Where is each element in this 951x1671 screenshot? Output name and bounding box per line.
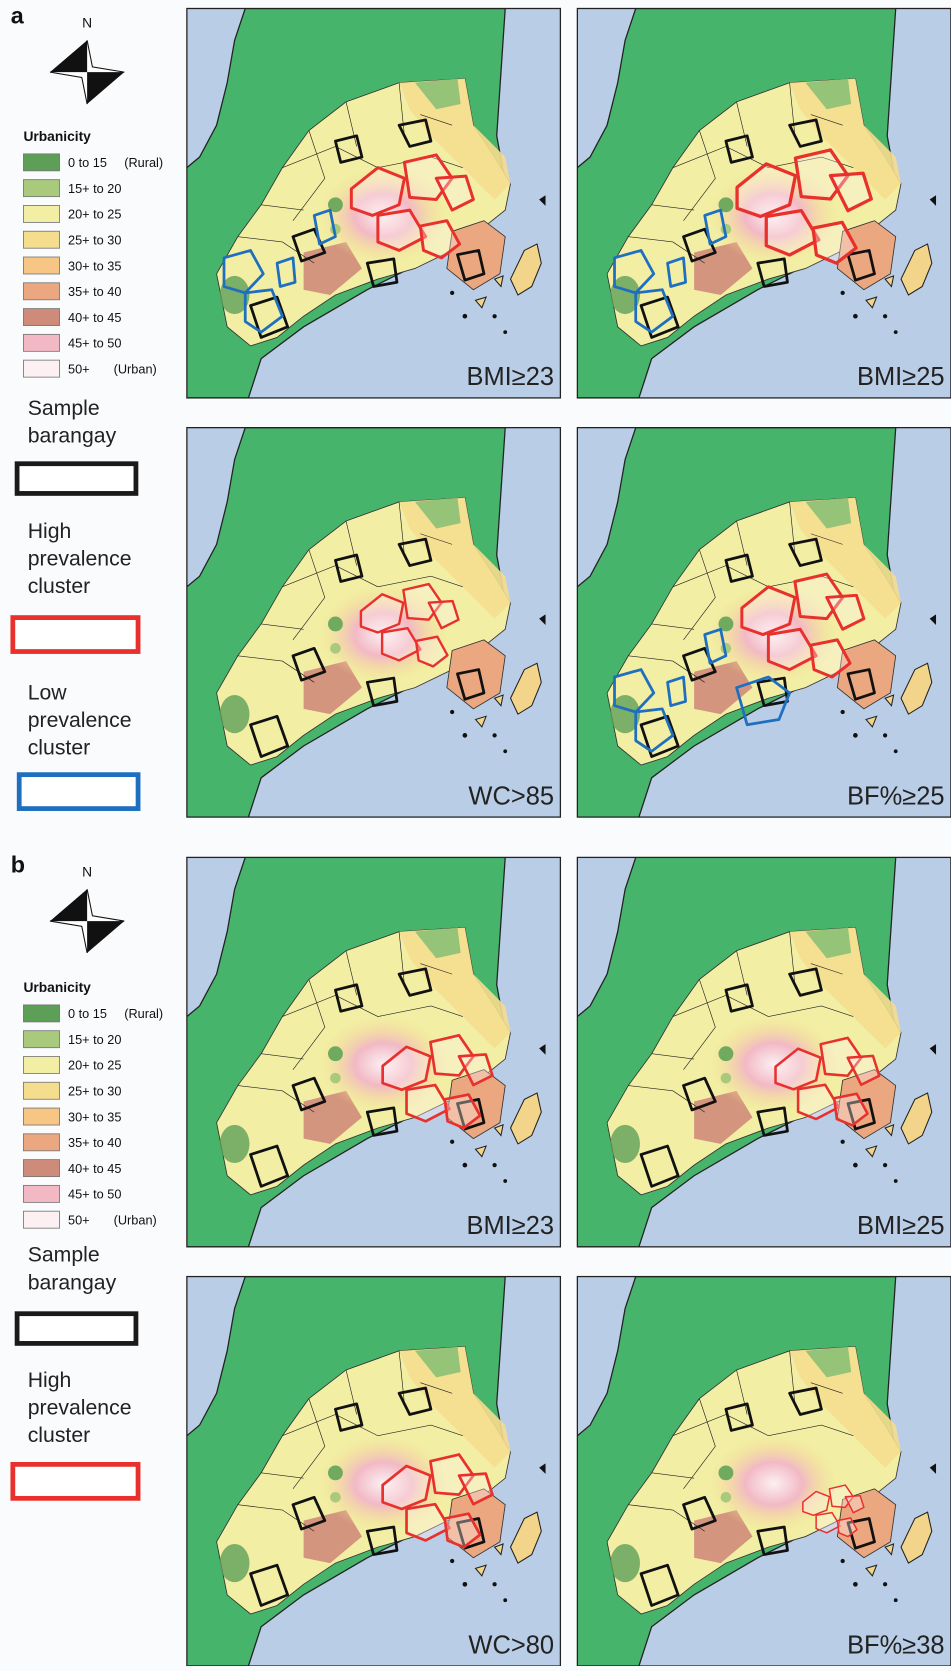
legend-label: 40+ to 45 bbox=[68, 1161, 121, 1176]
legend-swatch bbox=[23, 257, 59, 274]
legend-label: 0 to 15 bbox=[68, 155, 107, 170]
panel-letter: b bbox=[11, 851, 25, 877]
map-panel: BF%≥38 bbox=[577, 1277, 951, 1666]
symbol-label: High prevalence cluster bbox=[28, 1367, 161, 1450]
page: {"figure": { "legend_items": [ {"label":… bbox=[0, 0, 951, 1666]
legend-label: 50+ bbox=[68, 361, 90, 376]
legend-swatch bbox=[23, 360, 59, 377]
legend-swatch bbox=[23, 1211, 59, 1228]
legend-swatch bbox=[23, 1160, 59, 1177]
map-label: BMI≥23 bbox=[466, 1212, 554, 1240]
legend-label: 40+ to 45 bbox=[68, 310, 121, 325]
symbol-swatch bbox=[17, 1314, 136, 1344]
map-panel: WC>85 bbox=[187, 428, 561, 817]
legend-note: (Urban) bbox=[114, 1212, 157, 1227]
symbol-label-box: High prevalence cluster bbox=[28, 518, 166, 614]
legend-label: 15+ to 20 bbox=[68, 1032, 121, 1047]
legend-swatch bbox=[23, 309, 59, 326]
legend-swatch bbox=[23, 1005, 59, 1022]
basemap bbox=[187, 1277, 561, 1666]
legend-label: 45+ to 50 bbox=[68, 1187, 121, 1202]
legend-swatch bbox=[23, 1134, 59, 1151]
north-arrow: N bbox=[50, 16, 124, 104]
legend-label: 30+ to 35 bbox=[68, 258, 121, 273]
legend-note: (Urban) bbox=[114, 361, 157, 376]
legend-label: 0 to 15 bbox=[68, 1006, 107, 1021]
symbol-swatch bbox=[13, 618, 138, 652]
map-label: BF%≥38 bbox=[847, 1631, 944, 1659]
north-label: N bbox=[82, 16, 92, 31]
legend-title: Urbanicity bbox=[23, 980, 91, 995]
figure: aNUrbanicity0 to 15(Rural)15+ to 2020+ t… bbox=[0, 0, 951, 1666]
map-label: BMI≥23 bbox=[466, 363, 554, 391]
legend-swatch bbox=[23, 1185, 59, 1202]
north-arrow: N bbox=[50, 865, 124, 953]
legend-note: (Rural) bbox=[124, 155, 163, 170]
map-label: WC>80 bbox=[468, 1631, 554, 1659]
legend-title: Urbanicity bbox=[23, 129, 91, 144]
legend-swatch bbox=[23, 1031, 59, 1048]
map-panel: BMI≥23 bbox=[187, 8, 561, 397]
legend-label: 20+ to 25 bbox=[68, 1058, 121, 1073]
map-panel: BMI≥23 bbox=[187, 857, 561, 1246]
symbol-label: High prevalence cluster bbox=[28, 518, 161, 601]
map-label: BF%≥25 bbox=[847, 782, 944, 810]
map-panel: BF%≥25 bbox=[577, 428, 951, 817]
legend-label: 15+ to 20 bbox=[68, 181, 121, 196]
legend-swatch bbox=[23, 283, 59, 300]
basemap bbox=[577, 857, 951, 1246]
symbol-swatch bbox=[19, 775, 138, 809]
north-label: N bbox=[82, 865, 92, 880]
legend-note: (Rural) bbox=[124, 1006, 163, 1021]
legend-label: 20+ to 25 bbox=[68, 207, 121, 222]
symbol-swatch bbox=[17, 464, 136, 494]
symbol-label: Low prevalence cluster bbox=[28, 679, 161, 762]
legend-swatch bbox=[23, 205, 59, 222]
symbol-label-box: High prevalence cluster bbox=[28, 1367, 166, 1463]
map-label: BMI≥25 bbox=[857, 1212, 945, 1240]
symbol-label-box: Low prevalence cluster bbox=[28, 679, 166, 775]
legend-swatch bbox=[23, 1108, 59, 1125]
symbol-swatch bbox=[13, 1464, 138, 1498]
legend-swatch bbox=[23, 1056, 59, 1073]
legend-label: 35+ to 40 bbox=[68, 1135, 121, 1150]
map-panel: BMI≥25 bbox=[577, 857, 951, 1246]
basemap bbox=[187, 857, 561, 1246]
legend-label: 25+ to 30 bbox=[68, 232, 121, 247]
basemap bbox=[577, 1277, 951, 1666]
legend-swatch bbox=[23, 154, 59, 171]
panel-letter: a bbox=[11, 2, 25, 28]
map-panel: WC>80 bbox=[187, 1277, 561, 1666]
legend-label: 30+ to 35 bbox=[68, 1109, 121, 1124]
legend-swatch bbox=[23, 231, 59, 248]
map-label: BMI≥25 bbox=[857, 363, 945, 391]
map-label: WC>85 bbox=[468, 782, 554, 810]
symbol-label: Sample barangay bbox=[28, 395, 161, 450]
legend-label: 35+ to 40 bbox=[68, 284, 121, 299]
legend-label: 25+ to 30 bbox=[68, 1084, 121, 1099]
map-panel: BMI≥25 bbox=[577, 8, 951, 397]
legend-swatch bbox=[23, 334, 59, 351]
legend-swatch bbox=[23, 1082, 59, 1099]
legend-label: 50+ bbox=[68, 1212, 90, 1227]
legend-label: 45+ to 50 bbox=[68, 336, 121, 351]
symbol-label: Sample barangay bbox=[28, 1242, 161, 1297]
legend-swatch bbox=[23, 180, 59, 197]
